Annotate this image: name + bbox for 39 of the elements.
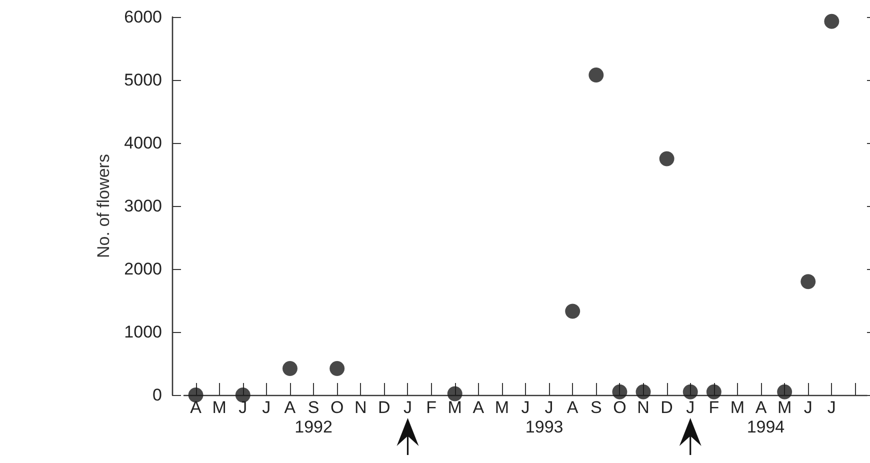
x-tick-label: A — [472, 398, 485, 417]
y-tick-label: 3000 — [124, 196, 162, 216]
x-tick-label: J — [262, 398, 271, 417]
x-tick-label: N — [637, 398, 650, 417]
x-tick-label: S — [590, 398, 602, 417]
x-tick-label: N — [354, 398, 367, 417]
x-tick-label: M — [730, 398, 745, 417]
y-tick-label: 4000 — [124, 134, 162, 152]
x-tick-label: O — [330, 398, 344, 417]
y-axis-title: No. of flowers — [94, 154, 113, 258]
x-tick-label: M — [212, 398, 226, 417]
x-tick-label: S — [308, 398, 320, 417]
x-tick-label: A — [284, 398, 296, 417]
x-tick-label: M — [494, 398, 510, 417]
y-tick-label: 5000 — [124, 70, 162, 90]
x-tick-label: D — [378, 398, 390, 417]
x-tick-label: J — [521, 398, 530, 417]
x-tick-label: F — [708, 398, 720, 417]
x-tick-label: J — [804, 398, 812, 417]
x-tick-label: J — [686, 398, 695, 417]
x-tick-label: J — [827, 398, 836, 417]
x-tick-label: A — [190, 398, 202, 417]
x-tick-label: M — [448, 398, 462, 417]
text: 1993 — [525, 418, 564, 436]
x-tick-label: M — [777, 398, 792, 417]
x-tick-label: O — [613, 398, 626, 417]
x-tick-label: A — [755, 398, 768, 417]
y-tick-label: 2000 — [124, 260, 162, 278]
x-tick-label: J — [403, 398, 412, 417]
x-tick-label: J — [544, 398, 554, 417]
text: 1992 — [294, 418, 332, 436]
x-tick-label: D — [660, 398, 673, 417]
y-tick-label: 6000 — [124, 8, 162, 26]
x-tick-label: F — [426, 398, 436, 417]
text: 1994 — [746, 418, 785, 436]
y-tick-label: 0 — [152, 386, 162, 404]
x-tick-label: J — [238, 398, 248, 417]
y-tick-label: 1000 — [124, 322, 162, 342]
x-tick-label: A — [566, 398, 579, 417]
